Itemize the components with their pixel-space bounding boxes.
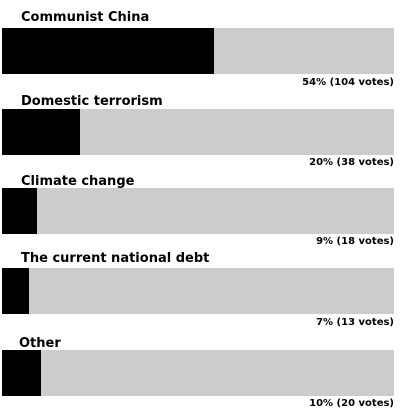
result-bar-track [2, 188, 394, 234]
result-bar-fill [2, 188, 38, 234]
option-label: Other [19, 336, 61, 351]
result-bar-track [2, 350, 394, 396]
result-text: 54% (104 votes) [302, 77, 394, 88]
option-label: Communist China [21, 10, 150, 25]
result-text: 20% (38 votes) [309, 157, 394, 168]
result-bar-fill [2, 268, 30, 314]
result-bar-track [2, 109, 394, 155]
result-text: 9% (18 votes) [316, 236, 394, 247]
result-bar-track [2, 268, 394, 314]
result-text: 10% (20 votes) [309, 398, 394, 409]
result-bar-fill [2, 109, 81, 155]
option-label: The current national debt [21, 251, 210, 266]
result-bar-fill [2, 28, 214, 74]
option-label: Climate change [21, 174, 135, 189]
result-bar-track [2, 28, 394, 74]
result-text: 7% (13 votes) [316, 317, 394, 328]
result-bar-fill [2, 350, 42, 396]
option-label: Domestic terrorism [21, 94, 163, 109]
